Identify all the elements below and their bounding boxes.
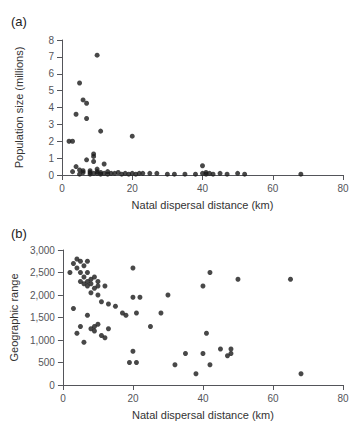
svg-text:5: 5: [48, 85, 54, 96]
svg-text:6: 6: [48, 68, 54, 79]
svg-text:80: 80: [337, 393, 349, 404]
svg-text:Geographic range: Geographic range: [8, 273, 20, 361]
svg-text:20: 20: [127, 393, 139, 404]
svg-text:80: 80: [337, 183, 349, 194]
svg-text:0: 0: [60, 393, 66, 404]
svg-text:Natal dispersal distance (km): Natal dispersal distance (km): [132, 199, 274, 211]
svg-text:(b): (b): [11, 226, 27, 241]
svg-text:0: 0: [59, 183, 65, 194]
svg-text:40: 40: [197, 393, 209, 404]
svg-text:60: 60: [267, 393, 279, 404]
svg-text:0: 0: [49, 380, 55, 391]
svg-text:Population size (millions): Population size (millions): [13, 47, 25, 169]
svg-text:1: 1: [48, 153, 54, 164]
svg-text:0: 0: [48, 170, 54, 181]
svg-text:4: 4: [48, 102, 54, 113]
svg-text:1,000: 1,000: [30, 335, 55, 346]
svg-text:2,000: 2,000: [30, 290, 55, 301]
svg-text:7: 7: [48, 51, 54, 62]
svg-text:3: 3: [48, 119, 54, 130]
svg-text:2: 2: [48, 136, 54, 147]
svg-text:Natal dispersal distance (km): Natal dispersal distance (km): [132, 409, 274, 421]
svg-text:8: 8: [48, 35, 54, 46]
svg-text:1,500: 1,500: [30, 312, 55, 323]
svg-text:60: 60: [267, 183, 279, 194]
svg-text:20: 20: [127, 183, 139, 194]
svg-text:3,000: 3,000: [30, 245, 55, 256]
svg-text:(a): (a): [11, 14, 27, 29]
svg-text:500: 500: [38, 357, 55, 368]
svg-text:40: 40: [197, 183, 209, 194]
svg-text:2,500: 2,500: [30, 267, 55, 278]
